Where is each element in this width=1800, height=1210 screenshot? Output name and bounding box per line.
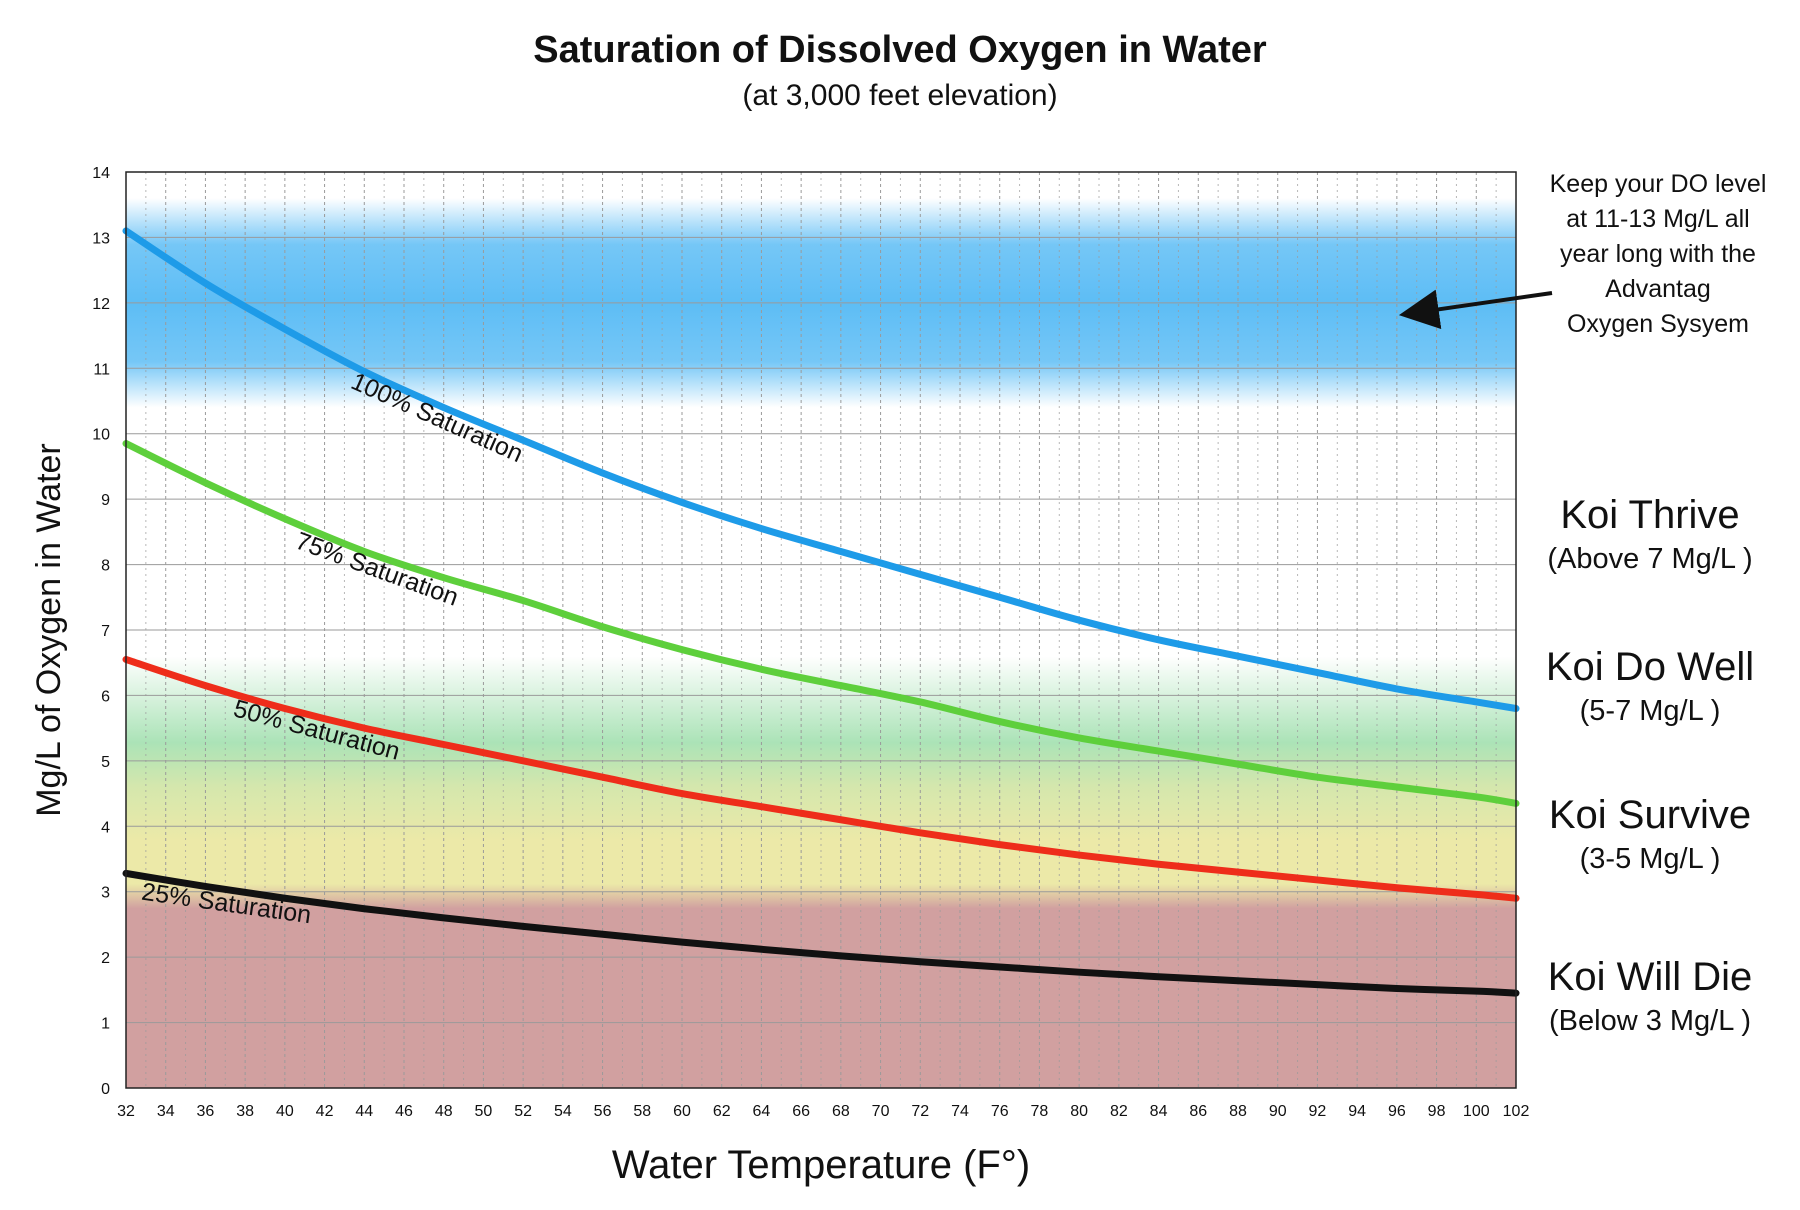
x-tick-label: 62	[713, 1103, 731, 1120]
x-tick-label: 94	[1348, 1103, 1366, 1120]
x-tick-label: 58	[633, 1103, 651, 1120]
y-tick-label: 10	[92, 427, 110, 444]
x-tick-labels: 32 34 36 38 40 42 44 46 48 50 52 54 56 58 60 62 64 66 68 70…	[117, 1103, 1529, 1120]
x-tick-label: 64	[753, 1103, 771, 1120]
y-tick-label: 14	[92, 165, 110, 182]
zone-title-3: Koi Will Die	[1548, 955, 1752, 999]
series-lines	[122, 227, 1520, 997]
x-tick-label: 88	[1229, 1103, 1247, 1120]
annotation-line-3: Advantag	[1605, 275, 1711, 303]
x-tick-label: 66	[792, 1103, 810, 1120]
chart-title: Saturation of Dissolved Oxygen in Water	[533, 29, 1267, 71]
x-tick-label: 84	[1150, 1103, 1168, 1120]
y-axis-label: Mg/L of Oxygen in Water	[30, 443, 68, 817]
y-tick-label: 13	[92, 230, 110, 247]
x-tick-label: 46	[395, 1103, 413, 1120]
x-tick-label: 96	[1388, 1103, 1406, 1120]
x-tick-label: 76	[991, 1103, 1009, 1120]
y-tick-label: 5	[101, 754, 110, 771]
annotation-line-0: Keep your DO level	[1550, 170, 1767, 198]
annotation-line-4: Oxygen Sysyem	[1567, 310, 1749, 338]
y-tick-label: 7	[101, 623, 110, 640]
x-tick-label: 44	[355, 1103, 373, 1120]
y-tick-label: 4	[101, 819, 110, 836]
y-tick-label: 0	[101, 1081, 110, 1098]
x-tick-label: 100	[1463, 1103, 1490, 1120]
x-tick-label: 52	[514, 1103, 532, 1120]
x-tick-label: 56	[594, 1103, 612, 1120]
y-tick-label: 12	[92, 296, 110, 313]
series-line-1	[122, 440, 1520, 807]
x-tick-label: 32	[117, 1103, 135, 1120]
plot-frame	[125, 171, 1517, 1089]
x-tick-label: 54	[554, 1103, 572, 1120]
zone-title-2: Koi Survive	[1549, 793, 1751, 837]
zone-title-0: Koi Thrive	[1560, 493, 1739, 537]
x-tick-label: 42	[316, 1103, 334, 1120]
x-tick-label: 70	[872, 1103, 890, 1120]
x-tick-label: 72	[911, 1103, 929, 1120]
zone-range-3: (Below 3 Mg/L )	[1549, 1005, 1751, 1037]
zone-labels: Koi Thrive (Above 7 Mg/L ) Koi Do Well (5-7…	[1546, 493, 1754, 1037]
annotation-arrow	[1398, 289, 1553, 330]
x-tick-label: 80	[1070, 1103, 1088, 1120]
x-tick-label: 40	[276, 1103, 294, 1120]
x-tick-label: 90	[1269, 1103, 1287, 1120]
chart-subtitle: (at 3,000 feet elevation)	[742, 79, 1057, 112]
zone-range-1: (5-7 Mg/L )	[1580, 695, 1721, 727]
x-axis-label: Water Temperature (F°)	[612, 1143, 1030, 1187]
annotation-line-2: year long with the	[1560, 240, 1756, 268]
series-line-3	[122, 869, 1520, 997]
x-tick-label: 38	[236, 1103, 254, 1120]
x-tick-label: 102	[1503, 1103, 1530, 1120]
x-tick-label: 86	[1189, 1103, 1207, 1120]
y-tick-label: 8	[101, 558, 110, 575]
axes	[125, 171, 1517, 1089]
x-tick-label: 74	[951, 1103, 969, 1120]
y-tick-label: 9	[101, 492, 110, 509]
zone-range-0: (Above 7 Mg/L )	[1547, 543, 1752, 575]
series-line-2	[122, 655, 1520, 902]
zone-range-2: (3-5 Mg/L )	[1580, 843, 1721, 875]
annotation: Keep your DO level at 11-13 Mg/L all year …	[1398, 170, 1767, 338]
x-tick-label: 68	[832, 1103, 850, 1120]
x-tick-label: 82	[1110, 1103, 1128, 1120]
x-tick-label: 78	[1031, 1103, 1049, 1120]
x-tick-label: 60	[673, 1103, 691, 1120]
x-tick-label: 34	[157, 1103, 175, 1120]
y-tick-label: 1	[101, 1016, 110, 1033]
y-tick-label: 11	[93, 361, 110, 378]
annotation-line-1: at 11-13 Mg/L all	[1566, 205, 1749, 233]
zone-title-1: Koi Do Well	[1546, 645, 1754, 689]
x-tick-label: 48	[435, 1103, 453, 1120]
y-tick-label: 2	[101, 950, 110, 967]
x-tick-label: 98	[1428, 1103, 1446, 1120]
x-tick-label: 92	[1309, 1103, 1327, 1120]
y-tick-label: 3	[101, 885, 110, 902]
y-tick-label: 6	[101, 688, 110, 705]
x-tick-label: 36	[197, 1103, 215, 1120]
x-tick-label: 50	[475, 1103, 493, 1120]
series-line-0	[122, 227, 1520, 713]
